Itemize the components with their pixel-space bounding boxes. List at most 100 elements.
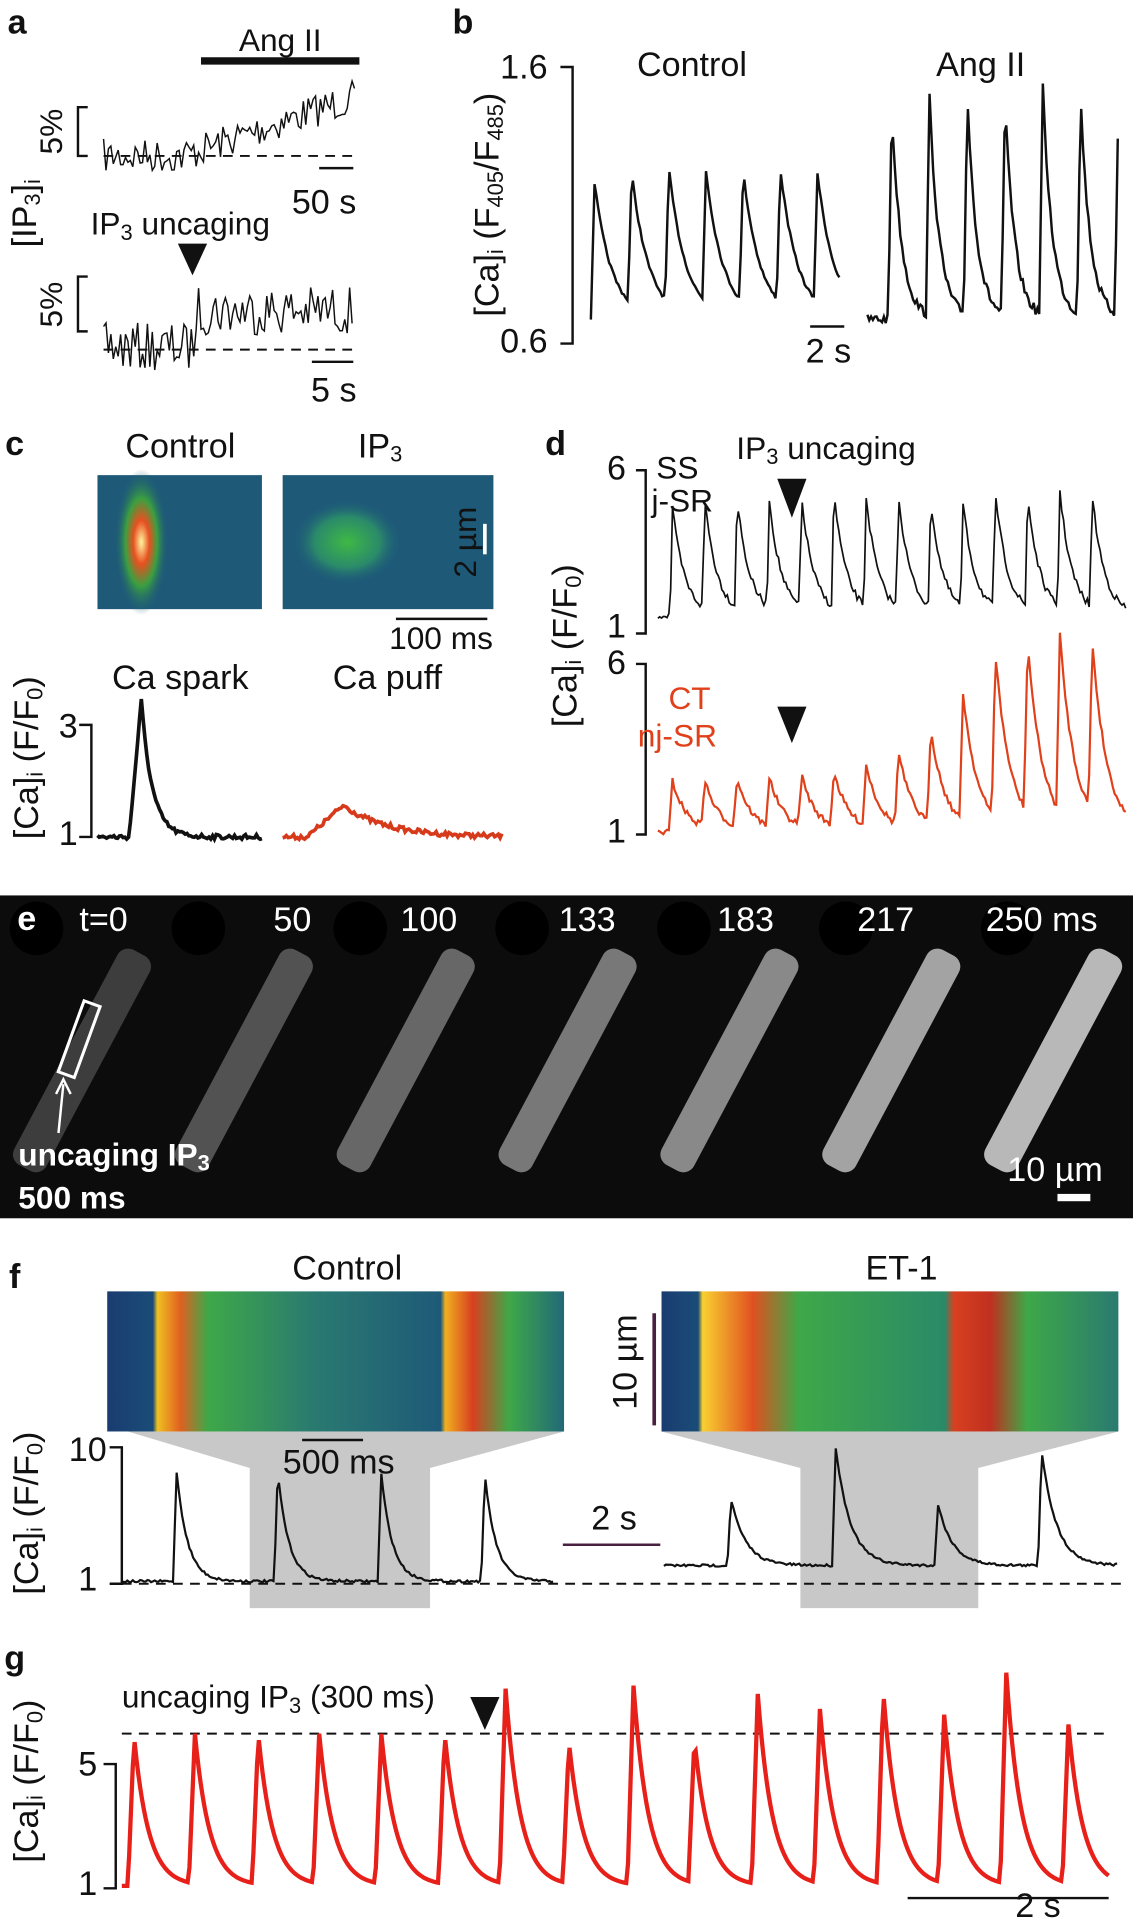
axis xyxy=(635,469,647,635)
axis xyxy=(103,1762,117,1890)
time-label: 217 xyxy=(857,901,914,939)
label: IP3 xyxy=(358,427,402,466)
y-label: [Ca]i (F/F0) xyxy=(8,1432,47,1595)
frame-mask xyxy=(495,901,549,956)
subscript: 3 xyxy=(766,444,778,469)
panel-label: d xyxy=(545,425,566,463)
y-label: [Ca]i (F405/F485) xyxy=(469,93,508,317)
subscript: 3 xyxy=(198,1150,210,1175)
subscript: 3 xyxy=(121,220,133,245)
cell xyxy=(336,948,475,1173)
panel-label: a xyxy=(8,3,28,41)
frame-mask xyxy=(9,901,64,956)
label: uncaging IP3 (300 ms) xyxy=(122,1679,435,1718)
scale-label: 100 ms xyxy=(389,620,493,656)
tick-label: 1 xyxy=(78,1560,97,1598)
subscript: 0 xyxy=(22,1443,47,1455)
zoom-region xyxy=(127,1431,565,1609)
subscript: i xyxy=(22,1795,47,1800)
text-part: ] xyxy=(6,184,44,193)
cell xyxy=(174,948,313,1173)
y-label: [Ca]i (F/F0) xyxy=(8,1700,47,1863)
frame-mask xyxy=(333,901,388,956)
trace xyxy=(866,83,1119,325)
label: uncaging IP3 xyxy=(18,1137,210,1176)
label: Control xyxy=(125,427,235,465)
frame-mask xyxy=(171,901,226,956)
trace xyxy=(121,1472,554,1585)
subscript: i xyxy=(483,249,508,254)
region-box xyxy=(56,998,103,1080)
panel-label: c xyxy=(5,425,24,463)
tick-label: 1 xyxy=(59,815,78,853)
subscript: 485 xyxy=(483,104,508,141)
scale-bar xyxy=(1057,1193,1091,1202)
scale-label: 500 ms xyxy=(283,1443,395,1481)
tick-label: 5 xyxy=(78,1746,97,1784)
tick-label: 6 xyxy=(607,644,626,682)
label: Ca puff xyxy=(333,659,443,697)
trace xyxy=(663,1448,1118,1568)
label: 500 ms xyxy=(18,1179,125,1215)
cell xyxy=(822,948,961,1173)
text-part: uncaging IP xyxy=(18,1137,197,1173)
text-part: (F xyxy=(469,208,507,250)
arrowhead xyxy=(470,1697,500,1730)
text-part: IP xyxy=(91,206,121,242)
axis xyxy=(560,65,574,345)
text-part: ) xyxy=(8,1700,46,1711)
panel-b-shapes xyxy=(560,65,845,345)
zoom-region xyxy=(661,1431,1119,1609)
subscript: i xyxy=(22,1527,47,1532)
tick-label: 1.6 xyxy=(500,48,547,86)
text-part: ) xyxy=(8,676,46,687)
frame-mask xyxy=(980,901,1035,956)
time-label: 133 xyxy=(559,901,616,939)
text-part: (300 ms) xyxy=(301,1679,435,1715)
text-part: (F/F xyxy=(8,700,46,772)
linescan xyxy=(107,1291,565,1432)
label: Ca spark xyxy=(112,659,249,697)
subscript: 0 xyxy=(22,688,47,700)
panel-d-shapes xyxy=(635,469,807,836)
text-part: [Ca] xyxy=(8,1800,46,1863)
axis xyxy=(635,662,647,836)
y-label: [Ca]i (F/F0) xyxy=(8,676,47,839)
subscript: i xyxy=(22,772,47,777)
bracket xyxy=(76,105,88,158)
time-label: t=0 xyxy=(79,901,127,939)
tick-label: 10 xyxy=(69,1431,107,1469)
subscript: i xyxy=(561,660,586,665)
cell xyxy=(660,948,799,1173)
text-part: [Ca] xyxy=(8,1532,46,1595)
text-part: (F/F xyxy=(8,1455,46,1527)
text-part: /F xyxy=(469,141,507,171)
arrow xyxy=(54,1076,72,1134)
text-part: [Ca] xyxy=(469,254,507,317)
arrowhead xyxy=(177,243,208,276)
tick-label: 1 xyxy=(78,1865,97,1903)
cell xyxy=(984,948,1123,1173)
time-label: 100 xyxy=(400,901,457,939)
y-label: [IP3]i xyxy=(6,179,45,247)
text-part: ) xyxy=(547,564,585,575)
scale-label: 2 s xyxy=(806,332,852,370)
text-part: uncaging xyxy=(133,206,270,242)
arrowhead xyxy=(777,478,807,518)
bracket xyxy=(76,275,88,333)
traces xyxy=(96,78,1127,1889)
trace xyxy=(657,490,1127,620)
label: IP3 uncaging xyxy=(736,430,915,469)
time-label: 250 ms xyxy=(986,901,1098,939)
scale-label: 5% xyxy=(33,282,69,328)
text-part: [Ca] xyxy=(547,665,585,728)
panel-label: b xyxy=(453,3,474,41)
trace xyxy=(102,78,356,173)
label: Control xyxy=(637,46,747,84)
subscript: 405 xyxy=(483,171,508,208)
panel-f-shapes xyxy=(107,1291,1127,1609)
label: nj-SR xyxy=(638,718,717,754)
trace xyxy=(96,698,263,844)
arrowhead xyxy=(777,706,807,744)
